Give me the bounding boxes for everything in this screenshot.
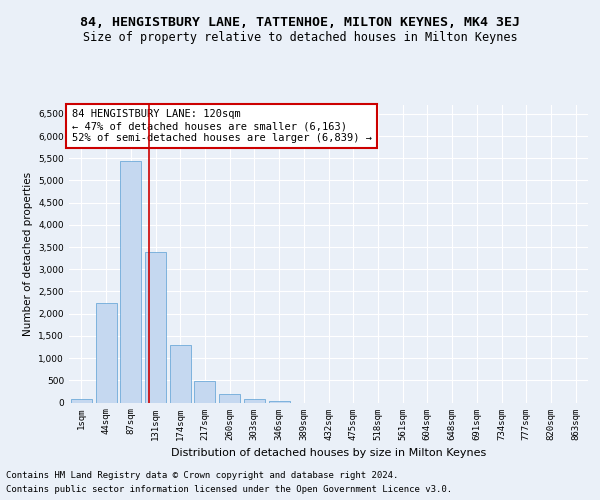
Text: 84, HENGISTBURY LANE, TATTENHOE, MILTON KEYNES, MK4 3EJ: 84, HENGISTBURY LANE, TATTENHOE, MILTON … <box>80 16 520 29</box>
Bar <box>219 394 240 402</box>
Text: Contains public sector information licensed under the Open Government Licence v3: Contains public sector information licen… <box>6 484 452 494</box>
Bar <box>145 252 166 402</box>
Text: 84 HENGISTBURY LANE: 120sqm
← 47% of detached houses are smaller (6,163)
52% of : 84 HENGISTBURY LANE: 120sqm ← 47% of det… <box>71 110 371 142</box>
Bar <box>120 161 141 402</box>
Bar <box>269 401 290 402</box>
Text: Size of property relative to detached houses in Milton Keynes: Size of property relative to detached ho… <box>83 31 517 44</box>
Bar <box>95 302 116 402</box>
Bar <box>71 399 92 402</box>
Bar <box>194 380 215 402</box>
Bar <box>170 345 191 403</box>
X-axis label: Distribution of detached houses by size in Milton Keynes: Distribution of detached houses by size … <box>171 448 486 458</box>
Y-axis label: Number of detached properties: Number of detached properties <box>23 172 33 336</box>
Text: Contains HM Land Registry data © Crown copyright and database right 2024.: Contains HM Land Registry data © Crown c… <box>6 472 398 480</box>
Bar <box>244 399 265 402</box>
